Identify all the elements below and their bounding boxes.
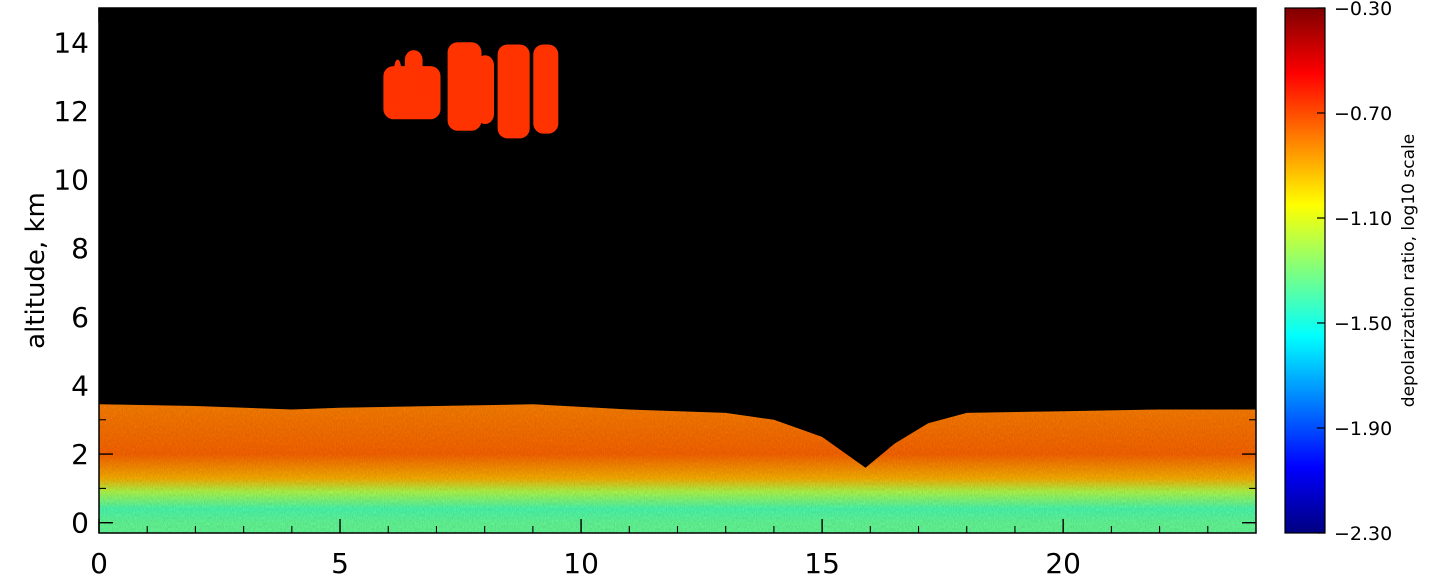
regions-layer — [99, 42, 1256, 533]
y-tick-label: 2 — [71, 438, 89, 471]
x-tick-label: 0 — [90, 547, 108, 580]
cirrus-region — [383, 42, 559, 139]
boundary-layer-texture — [99, 404, 1256, 533]
y-tick-label: 14 — [53, 26, 89, 59]
cirrus-cell — [404, 50, 423, 102]
colorbar: −0.30 −0.70 −1.10 −1.50 −1.90 −2.30 depolariz… — [1284, 0, 1419, 545]
colorbar-tick-label: −2.30 — [1334, 523, 1392, 545]
x-tick-label: 15 — [804, 547, 840, 580]
y-tick-label: 12 — [53, 95, 89, 128]
cirrus-cell — [533, 44, 559, 134]
colorbar-tick-label: −1.90 — [1334, 418, 1392, 440]
cirrus-cell — [447, 42, 482, 131]
colorbar-ticks: −0.30 −0.70 −1.10 −1.50 −1.90 −2.30 — [1317, 0, 1392, 545]
colorbar-tick-label: −1.10 — [1334, 208, 1392, 230]
colorbar-tick-label: −1.50 — [1334, 313, 1392, 335]
colorbar-tick-label: −0.70 — [1334, 103, 1392, 125]
x-axis: 0 5 10 15 20 — [90, 8, 1209, 580]
y-axis: 0 2 4 6 8 10 12 14 — [53, 26, 1256, 540]
x-tick-label: 5 — [331, 547, 349, 580]
y-tick-label: 8 — [71, 232, 89, 265]
y-tick-label: 4 — [71, 369, 89, 402]
colorbar-tick-label: −0.30 — [1334, 0, 1392, 20]
cirrus-cell — [497, 44, 530, 139]
cirrus-cell — [394, 59, 402, 110]
colorbar-label: depolarization ratio, log10 scale — [1399, 134, 1419, 407]
y-axis-label: altitude, km — [21, 192, 51, 349]
y-tick-label: 6 — [71, 301, 89, 334]
y-tick-label: 0 — [71, 507, 89, 540]
y-tick-label: 10 — [53, 164, 89, 197]
x-tick-label: 20 — [1045, 547, 1081, 580]
plot-area — [98, 7, 1257, 534]
x-tick-label: 10 — [563, 547, 599, 580]
cirrus-cell — [476, 55, 494, 124]
colorbar-gradient — [1284, 7, 1326, 534]
